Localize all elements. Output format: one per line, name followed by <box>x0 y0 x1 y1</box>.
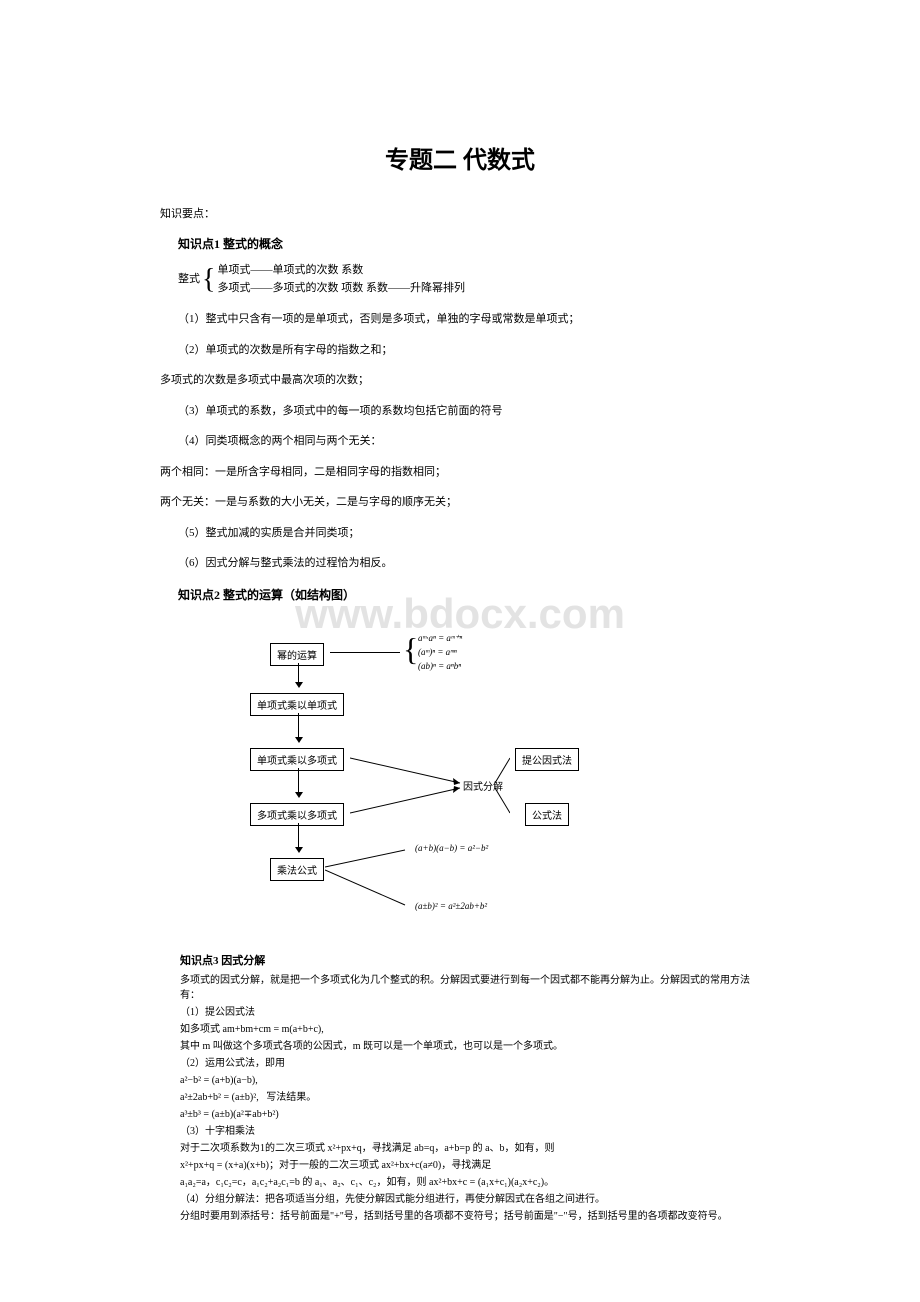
section3-header: 知识点3 因式分解 <box>180 953 760 970</box>
item-5: （5）整式加减的实质是合并同类项； <box>178 525 760 542</box>
s3-p8: 对于二次项系数为1的二次三项式 x²+px+q，寻找满足 ab=q，a+b=p … <box>180 1141 760 1156</box>
section1-header: 知识点1 整式的概念 <box>178 235 760 252</box>
s3-p6c: a³±b³ = (a±b)(a²∓ab+b²) <box>180 1107 760 1122</box>
s3-p12: 分组时要用到添括号：括号前面是"+"号，括到括号里的各项都不变符号；括号前面是"… <box>180 1209 760 1224</box>
node-mono-poly: 单项式乘以多项式 <box>250 748 344 771</box>
formula-f1b: (aᵐ)ⁿ = aᵐⁿ <box>418 647 457 657</box>
s3-p7: （3）十字相乘法 <box>180 1124 760 1139</box>
node-extract: 提公因式法 <box>515 748 579 771</box>
s3-p6b: a²±2ab+b² = (a±b)², 写法结果。 <box>180 1090 760 1105</box>
node-formula2: 公式法 <box>525 803 569 826</box>
section3: 知识点3 因式分解 多项式的因式分解，就是把一个多项式化为几个整式的积。分解因式… <box>180 953 760 1225</box>
formula-f1a: aᵐ·aⁿ = aᵐ⁺ⁿ <box>418 633 462 644</box>
item-4b: 两个相同：一是所含字母相同，二是相同字母的指数相同； <box>160 464 760 481</box>
item-6: （6）因式分解与整式乘法的过程恰为相反。 <box>178 555 760 572</box>
brace-line1: 单项式——单项式的次数 系数 <box>217 262 465 280</box>
node-power: 幂的运算 <box>270 643 324 666</box>
arrow3 <box>298 768 299 793</box>
brace-icon: { <box>202 266 215 294</box>
formula-integral: 整式 { 单项式——单项式的次数 系数 多项式——多项式的次数 项数 系数——升… <box>178 262 760 297</box>
s3-p10: a₁a₂=a，c₁c₂=c，a₁c₂+a₂c₁=b 的 a₁、a₂、c₁、c₂，… <box>180 1175 760 1190</box>
arrow1 <box>298 663 299 683</box>
s3-p11: （4）分组分解法：把各项适当分组，先使分解因式能分组进行，再使分解因式在各组之间… <box>180 1192 760 1207</box>
s3-p2: （1）提公因式法 <box>180 1005 760 1020</box>
brace1-icon: { <box>403 633 418 665</box>
brace-line2: 多项式——多项式的次数 项数 系数——升降幂排列 <box>217 280 465 298</box>
arrow4 <box>298 823 299 848</box>
line1 <box>330 652 400 653</box>
item-1: （1）整式中只含有一项的是单项式，否则是多项式，单独的字母或常数是单项式； <box>178 311 760 328</box>
structure-graph: 幂的运算 { aᵐ·aⁿ = aᵐ⁺ⁿ (aᵐ)ⁿ = aᵐⁿ (ab)ⁿ = … <box>220 623 720 943</box>
item-4: （4）同类项概念的两个相同与两个无关： <box>178 433 760 450</box>
s3-p6a: a²−b² = (a+b)(a−b), <box>180 1073 760 1088</box>
formula-f1c: (ab)ⁿ = aⁿbⁿ <box>418 661 461 671</box>
s3-p6b-t: a²±2ab+b² = (a±b)², <box>180 1092 259 1103</box>
node-formula: 乘法公式 <box>270 858 324 881</box>
page-title: 专题二 代数式 <box>160 140 760 175</box>
intro-label: 知识要点： <box>160 205 760 221</box>
document-content: 专题二 代数式 知识要点： 知识点1 整式的概念 整式 { 单项式——单项式的次… <box>0 0 920 1266</box>
node-factor: 因式分解 <box>463 778 503 793</box>
item-2b: 多项式的次数是多项式中最高次项的次数； <box>160 372 760 389</box>
s3-p9: x²+px+q = (x+a)(x+b)；对于一般的二次三项式 ax²+bx+c… <box>180 1158 760 1173</box>
formula-f3: (a±b)² = a²±2ab+b² <box>415 901 487 911</box>
node-poly-poly: 多项式乘以多项式 <box>250 803 344 826</box>
s3-p3: 如多项式 am+bm+cm = m(a+b+c), <box>180 1022 760 1037</box>
s3-p4: 其中 m 叫做这个多项式各项的公因式，m 既可以是一个单项式，也可以是一个多项式… <box>180 1039 760 1054</box>
s3-p6label: 写法结果。 <box>266 1092 316 1103</box>
item-2: （2）单项式的次数是所有字母的指数之和； <box>178 342 760 359</box>
item-4c: 两个无关：一是与系数的大小无关，二是与字母的顺序无关； <box>160 494 760 511</box>
formula-f2: (a+b)(a−b) = a²−b² <box>415 843 488 853</box>
s3-p1: 多项式的因式分解，就是把一个多项式化为几个整式的积。分解因式要进行到每一个因式都… <box>180 973 760 1003</box>
node-mono-mono: 单项式乘以单项式 <box>250 693 344 716</box>
item-3: （3）单项式的系数，多项式中的每一项的系数均包括它前面的符号 <box>178 403 760 420</box>
formula-label: 整式 <box>178 271 200 289</box>
s3-p6a-t: a²−b² = (a+b)(a−b), <box>180 1075 258 1086</box>
brace-content: 单项式——单项式的次数 系数 多项式——多项式的次数 项数 系数——升降幂排列 <box>217 262 465 297</box>
s3-p5: （2）运用公式法，即用 <box>180 1056 760 1071</box>
arrow2 <box>298 713 299 738</box>
section2-header: 知识点2 整式的运算（如结构图） <box>178 586 760 603</box>
